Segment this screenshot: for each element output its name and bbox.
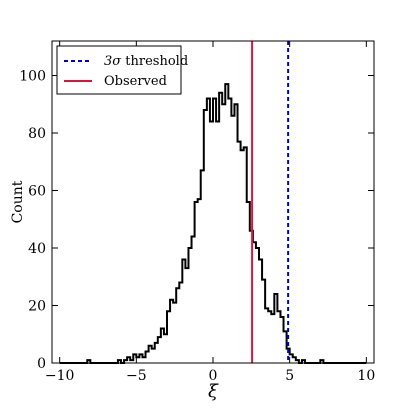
y-tick-label: 60: [28, 184, 46, 200]
legend: 3σ threshold Observed: [56, 45, 188, 95]
x-tick-label: 5: [285, 368, 294, 384]
x-tick-label: −10: [45, 368, 75, 384]
y-axis-label: Count: [10, 180, 26, 223]
x-tick-label: −5: [126, 368, 147, 384]
legend-label: 3σ threshold: [104, 54, 188, 69]
x-tick-label: 10: [357, 368, 375, 384]
x-axis-label: ξ: [208, 381, 219, 402]
y-tick-label: 20: [28, 299, 46, 315]
plot-area: [59, 41, 367, 364]
legend-label: Observed: [104, 74, 167, 89]
y-tick-label: 100: [19, 69, 46, 85]
histogram-series: [59, 83, 367, 364]
x-tick-label: 0: [209, 368, 218, 384]
y-tick-label: 40: [28, 241, 46, 257]
y-tick-label: 0: [37, 356, 46, 372]
legend-box: [56, 45, 182, 95]
y-tick-label: 80: [28, 126, 46, 142]
